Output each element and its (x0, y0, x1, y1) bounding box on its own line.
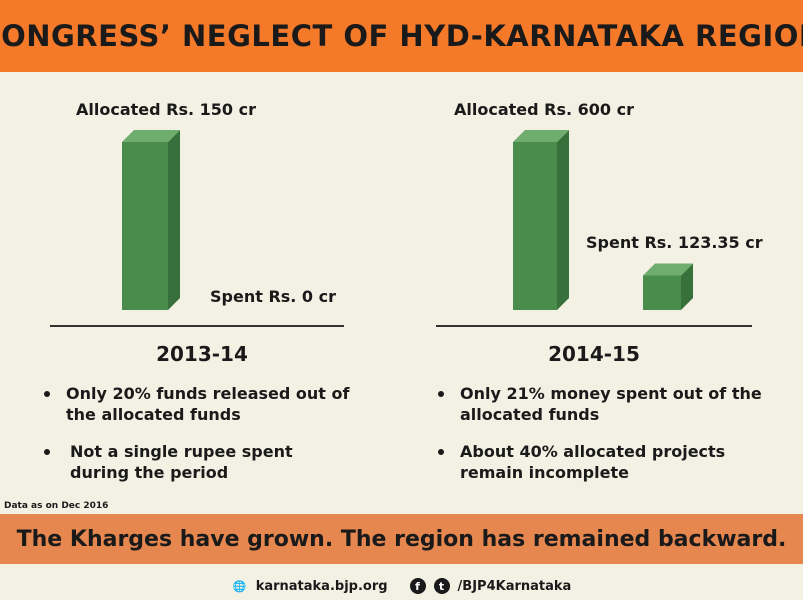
bar-front-face (643, 275, 681, 310)
bar-front-face (122, 142, 168, 310)
bullet-item: Not a single rupee spent during the peri… (42, 441, 330, 483)
data-note: Data as on Dec 2016 (4, 501, 109, 511)
chart-2013-14: Allocated Rs. 150 cr Spent Rs. 0 cr (50, 100, 344, 327)
bar-label-spent-2014: Spent Rs. 123.35 cr (586, 233, 763, 252)
year-label-2013: 2013-14 (156, 342, 248, 366)
bottom-banner: The Kharges have grown. The region has r… (0, 514, 803, 564)
bullet-list-2014: Only 21% money spent out of the allocate… (436, 383, 776, 499)
bar-top-face (643, 263, 693, 276)
bullet-item: Only 20% funds released out of the alloc… (42, 383, 372, 425)
header-banner: CONGRESS’ NEGLECT OF HYD-KARNATAKA REGIO… (0, 0, 803, 72)
bar-side-face (168, 130, 180, 310)
year-label-2014: 2014-15 (548, 342, 640, 366)
twitter-icon[interactable]: t (433, 578, 450, 594)
bullet-list-2013: Only 20% funds released out of the alloc… (42, 383, 372, 499)
bar-front-face (513, 142, 557, 310)
bullet-item: Only 21% money spent out of the allocate… (436, 383, 776, 425)
social-handle[interactable]: /BJP4Karnataka (457, 578, 572, 594)
website-link[interactable]: karnataka.bjp.org (255, 578, 388, 594)
bar-top-face (122, 130, 180, 142)
bar-side-face (557, 130, 569, 310)
bullet-item: About 40% allocated projects remain inco… (436, 441, 760, 483)
page-title: CONGRESS’ NEGLECT OF HYD-KARNATAKA REGIO… (0, 19, 803, 53)
footer: 🌐 karnataka.bjp.org f t /BJP4Karnataka (0, 572, 803, 600)
bar-charts: Allocated Rs. 150 cr Spent Rs. 0 cr Allo… (50, 100, 763, 327)
bar-label-allocated-2014: Allocated Rs. 600 cr (454, 100, 634, 119)
bar-side-face (681, 263, 693, 310)
bar-label-allocated-2013: Allocated Rs. 150 cr (76, 100, 256, 119)
bar-spent-2014 (643, 263, 693, 310)
chart-2014-15: Allocated Rs. 600 cr Spent Rs. 123.35 cr (436, 100, 763, 327)
bar-label-spent-2013: Spent Rs. 0 cr (210, 287, 336, 306)
bar-top-face (513, 130, 569, 142)
bar-allocated-2014 (513, 130, 569, 310)
banner-text: The Kharges have grown. The region has r… (16, 526, 787, 552)
bar-allocated-2013 (122, 130, 180, 310)
facebook-icon[interactable]: f (409, 578, 426, 594)
globe-icon: 🌐 (232, 579, 247, 593)
